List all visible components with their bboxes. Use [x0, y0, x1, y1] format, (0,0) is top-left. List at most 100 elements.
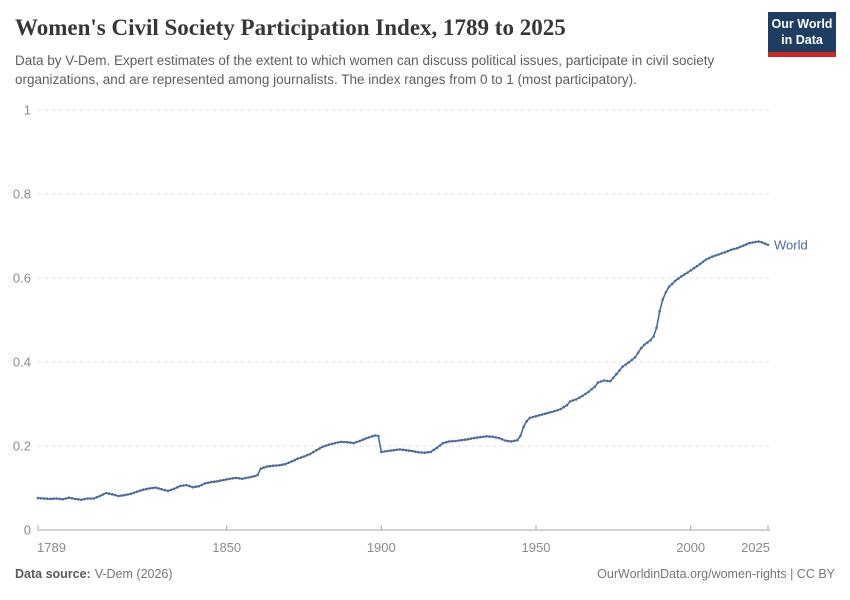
data-point-marker	[661, 298, 665, 301]
data-point-marker	[414, 450, 417, 454]
data-point-marker	[259, 467, 263, 471]
data-point-marker	[423, 451, 427, 455]
data-point-marker	[370, 435, 374, 438]
data-point-marker	[392, 448, 396, 452]
data-point-marker	[61, 498, 64, 501]
data-point-marker	[435, 446, 439, 450]
data-point-marker	[525, 419, 528, 423]
data-point-marker	[673, 279, 677, 283]
owid-logo-line2: in Data	[781, 32, 823, 47]
data-point-marker	[76, 498, 80, 501]
data-point-marker	[179, 484, 182, 488]
data-point-marker	[346, 440, 349, 444]
data-point-marker	[602, 379, 606, 382]
data-point-marker	[519, 434, 522, 438]
chart-subtitle: Data by V-Dem. Expert estimates of the e…	[15, 52, 715, 88]
data-point-marker	[587, 390, 590, 394]
data-point-marker	[534, 414, 538, 418]
credit-license-note: OurWorldinData.org/women-rights | CC BY	[597, 567, 835, 581]
data-point-marker	[163, 488, 167, 492]
data-point-marker	[593, 385, 597, 389]
data-point-marker	[160, 488, 163, 491]
data-point-marker	[643, 343, 646, 347]
data-point-marker	[528, 416, 532, 420]
data-point-marker	[531, 415, 535, 419]
data-point-marker	[742, 244, 745, 247]
data-point-marker	[404, 448, 408, 452]
data-point-marker	[553, 409, 556, 413]
data-point-marker	[522, 425, 525, 429]
data-point-marker	[503, 439, 507, 442]
data-point-marker	[95, 495, 99, 499]
data-point-marker	[73, 497, 77, 501]
data-point-marker	[206, 481, 210, 485]
data-point-marker	[472, 436, 476, 440]
data-point-marker	[584, 392, 587, 396]
data-point-marker	[732, 247, 736, 251]
data-point-marker	[290, 460, 293, 463]
data-point-marker	[754, 240, 757, 244]
data-point-marker	[64, 497, 68, 500]
data-point-marker	[262, 466, 266, 469]
data-point-marker	[407, 449, 411, 452]
data-point-marker	[339, 440, 343, 444]
data-point-marker	[562, 405, 566, 409]
data-point-marker	[581, 394, 584, 398]
data-point-marker	[293, 458, 297, 462]
data-point-marker	[182, 484, 185, 487]
data-point-marker	[148, 487, 151, 490]
data-source-note: Data source: V-Dem (2026)	[15, 567, 173, 581]
y-axis-tick-label: 0.6	[13, 271, 31, 286]
data-point-marker	[683, 273, 686, 276]
data-point-marker	[633, 356, 637, 359]
data-point-marker	[667, 285, 671, 289]
series-end-label: World	[774, 237, 808, 252]
data-point-marker	[506, 439, 510, 443]
data-point-marker	[658, 309, 661, 313]
data-point-marker	[123, 493, 126, 497]
data-point-marker	[373, 434, 377, 437]
data-point-marker	[717, 253, 720, 256]
data-point-marker	[624, 363, 627, 366]
data-point-marker	[191, 485, 194, 489]
data-point-marker	[67, 496, 71, 500]
data-point-marker	[482, 435, 485, 439]
data-point-marker	[222, 478, 225, 482]
x-axis-tick-label: 1950	[522, 540, 551, 555]
data-point-marker	[265, 465, 269, 468]
data-point-marker	[213, 480, 216, 484]
data-point-marker	[284, 462, 287, 466]
data-point-marker	[83, 497, 86, 501]
data-point-marker	[352, 441, 355, 445]
data-point-marker	[145, 487, 148, 491]
series-line-world	[37, 240, 769, 501]
data-point-marker	[646, 341, 649, 344]
data-point-marker	[383, 450, 386, 453]
data-point-marker	[237, 477, 241, 480]
data-point-marker	[175, 486, 179, 489]
data-point-marker	[185, 483, 188, 487]
data-point-marker	[701, 260, 705, 264]
data-point-marker	[36, 496, 40, 500]
data-point-marker	[268, 464, 272, 468]
data-point-marker	[92, 497, 95, 500]
data-point-marker	[636, 351, 640, 355]
data-point-marker	[203, 482, 207, 485]
data-point-marker	[649, 338, 652, 342]
data-point-marker	[197, 485, 201, 488]
data-point-marker	[355, 440, 358, 444]
data-point-marker	[104, 491, 108, 495]
y-axis-tick-label: 0.4	[13, 355, 31, 370]
data-point-marker	[194, 485, 198, 489]
data-point-marker	[330, 442, 334, 446]
data-point-marker	[738, 245, 742, 249]
data-point-marker	[639, 346, 643, 350]
data-point-marker	[547, 411, 550, 415]
data-point-marker	[231, 477, 235, 480]
data-point-marker	[333, 441, 337, 445]
data-point-marker	[138, 489, 142, 493]
data-point-marker	[540, 413, 544, 416]
data-point-marker	[652, 335, 655, 338]
data-point-marker	[516, 438, 519, 442]
